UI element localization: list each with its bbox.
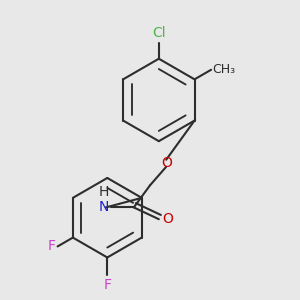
Text: H: H xyxy=(98,184,109,199)
Text: CH₃: CH₃ xyxy=(213,63,236,76)
Text: F: F xyxy=(47,239,55,254)
Text: O: O xyxy=(162,212,173,226)
Text: Cl: Cl xyxy=(152,26,166,40)
Text: N: N xyxy=(98,200,109,214)
Text: O: O xyxy=(161,156,172,170)
Text: F: F xyxy=(103,278,111,292)
